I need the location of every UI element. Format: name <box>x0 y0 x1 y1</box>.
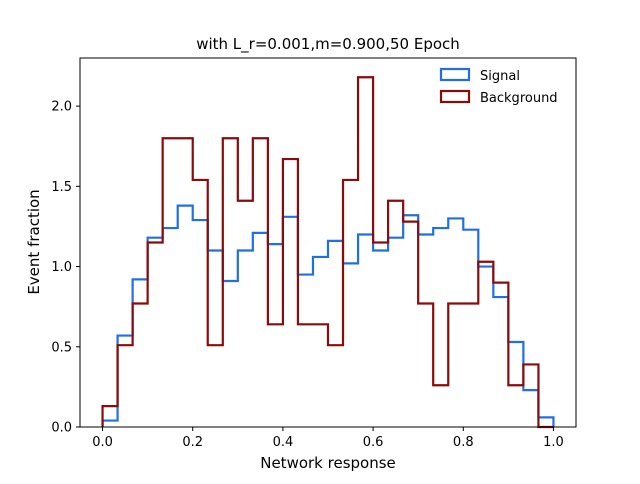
legend-label-signal: Signal <box>480 69 520 84</box>
series-signal-step-line <box>101 204 555 427</box>
y-tick-label: 0.5 <box>51 340 72 355</box>
legend-label-background: Background <box>480 91 558 106</box>
series-layer <box>101 76 555 429</box>
x-tick-label: 0.6 <box>363 435 384 450</box>
y-tick-label: 2.0 <box>51 100 72 115</box>
plot-frame <box>79 57 577 428</box>
x-tick-label: 0.2 <box>182 435 203 450</box>
y-axis-label: Event fraction <box>25 189 43 294</box>
legend: Signal Background <box>439 67 558 106</box>
legend-swatch-background <box>439 89 471 104</box>
y-tick-label: 1.0 <box>51 260 72 275</box>
x-tick-label: 0.0 <box>92 435 113 450</box>
x-tick-label: 1.0 <box>543 435 564 450</box>
y-tick-label: 0.0 <box>51 421 72 436</box>
chart-title: with L_r=0.001,m=0.900,50 Epoch <box>196 35 460 54</box>
x-tick-label: 0.8 <box>453 435 474 450</box>
y-tick-label: 1.5 <box>51 180 72 195</box>
x-tick-label: 0.4 <box>273 435 294 450</box>
x-axis-ticks: 0.0 0.2 0.4 0.6 0.8 1.0 <box>92 427 564 450</box>
series-background-step-line <box>101 76 554 429</box>
x-axis-label: Network response <box>260 454 396 472</box>
y-axis-ticks: 0.0 0.5 1.0 1.5 2.0 <box>51 100 80 436</box>
legend-swatch-signal <box>439 67 471 82</box>
